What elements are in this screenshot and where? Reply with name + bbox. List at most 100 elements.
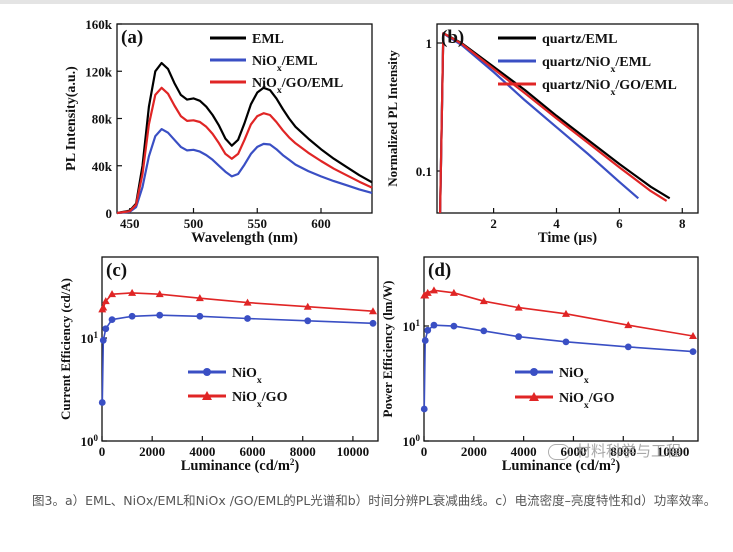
- data-point: [156, 311, 164, 319]
- legend-label: NiOx: [559, 366, 589, 386]
- y-axis-label: Power Efficiency (lm/W): [380, 281, 395, 418]
- y-axis-label: Normalized PL Intensity: [385, 50, 400, 187]
- watermark-text: 材料科学与工程: [576, 442, 682, 460]
- y-tick-label: 40k: [92, 159, 113, 174]
- y-tick-label: 100: [81, 433, 99, 449]
- data-point: [368, 307, 377, 315]
- data-point: [155, 290, 164, 298]
- series-line-1: [101, 292, 374, 312]
- data-point: [562, 338, 570, 346]
- series-line-0: [101, 314, 374, 403]
- data-point: [99, 303, 108, 311]
- series-line-0: [116, 61, 373, 215]
- legend-marker: [530, 368, 538, 376]
- legend-label: NiOx/EML: [252, 54, 318, 74]
- legend-label: EML: [252, 32, 284, 47]
- y-tick-label: 0.1: [416, 164, 432, 179]
- x-tick-label: 10000: [657, 444, 690, 459]
- x-tick-label: 6: [616, 216, 623, 231]
- data-point: [244, 315, 251, 322]
- plot-frame: [116, 23, 373, 214]
- data-point: [128, 312, 136, 320]
- data-point: [689, 332, 698, 340]
- data-point: [195, 294, 204, 302]
- data-point: [196, 312, 204, 320]
- data-point: [424, 326, 432, 334]
- series-line-2: [116, 86, 373, 215]
- data-point: [450, 322, 458, 330]
- watermark: 材料科学与工程: [548, 440, 681, 461]
- data-point: [480, 327, 488, 335]
- y-tick-label: 80k: [92, 112, 113, 127]
- x-tick-label: 4000: [189, 444, 215, 459]
- top-divider: [0, 0, 733, 4]
- data-point: [421, 337, 429, 344]
- plot-frame: [436, 23, 699, 214]
- legend-marker: [529, 392, 539, 401]
- data-point: [479, 297, 488, 305]
- data-point: [429, 286, 438, 294]
- x-tick-label: 0: [99, 444, 106, 459]
- y-axis-label: Current Efficiency (cd/A): [58, 278, 73, 420]
- legend-label: NiOx/GO: [559, 391, 615, 411]
- series-line-2: [439, 32, 668, 214]
- legend-marker: [202, 391, 212, 400]
- x-tick-label: 2000: [139, 444, 165, 459]
- data-point: [128, 288, 137, 296]
- panel-label: (b): [441, 27, 464, 48]
- panel-label: (a): [121, 27, 143, 48]
- panel-label: (d): [428, 260, 451, 281]
- x-tick-label: 2000: [461, 444, 487, 459]
- legend-label: NiOx/GO/EML: [252, 76, 343, 96]
- data-point: [303, 302, 312, 310]
- x-tick-label: 600: [311, 216, 331, 231]
- legend-label: quartz/EML: [542, 32, 617, 47]
- y-tick-label: 160k: [85, 17, 113, 32]
- plot-frame: [101, 256, 379, 442]
- x-tick-label: 8000: [610, 444, 636, 459]
- x-axis-label: Wavelength (nm): [191, 230, 298, 246]
- y-axis-label: PL Intensity(a.u.): [64, 66, 79, 171]
- data-point: [243, 298, 252, 306]
- legend-label: NiOx: [232, 366, 262, 386]
- data-point: [108, 316, 116, 324]
- data-point: [430, 321, 438, 329]
- data-point: [369, 319, 377, 327]
- y-tick-label: 120k: [85, 64, 113, 79]
- x-axis-label: Time (μs): [538, 230, 597, 246]
- y-tick-label: 101: [81, 330, 99, 346]
- data-point: [108, 290, 117, 298]
- data-point: [689, 348, 697, 356]
- y-tick-label: 1: [426, 36, 433, 51]
- data-point: [561, 309, 570, 317]
- x-axis-label: Luminance (cd/m2): [502, 457, 621, 474]
- x-tick-label: 6000: [240, 444, 266, 459]
- data-point: [304, 317, 312, 325]
- data-point: [514, 303, 523, 311]
- legend-marker: [203, 368, 211, 376]
- x-tick-label: 2: [490, 216, 497, 231]
- series-line-1: [424, 289, 694, 337]
- data-point: [420, 405, 428, 413]
- x-tick-label: 10000: [337, 444, 370, 459]
- x-tick-label: 0: [421, 444, 428, 459]
- x-tick-label: 450: [120, 216, 140, 231]
- x-tick-label: 4: [553, 216, 560, 231]
- data-point: [515, 333, 523, 341]
- data-point: [624, 321, 633, 329]
- data-point: [99, 336, 107, 344]
- chart-panel-c: 0 2000 4000 6000 8000 10000 100 101 NiOx NiOx/GO (…: [58, 256, 379, 474]
- x-tick-label: 8000: [290, 444, 316, 459]
- figure-canvas: 450 500 550 600040k80k120k160kEMLNiOx/EMLNi…: [58, 17, 699, 474]
- y-tick-label: 100: [403, 433, 421, 449]
- data-point: [449, 288, 458, 296]
- x-axis-label: Luminance (cd/m2): [181, 457, 300, 474]
- series-line-1: [116, 128, 373, 215]
- legend-label: quartz/NiOx/EML: [542, 55, 651, 75]
- x-tick-label: 500: [184, 216, 204, 231]
- y-tick-label: 101: [403, 318, 421, 334]
- panel-label: (c): [106, 260, 127, 281]
- data-point: [423, 288, 432, 296]
- chart-panel-b: 2 4 6 8 0.1 1 quartz/EML quartz/NiOx/EML quartz/…: [385, 23, 699, 246]
- series-line-0: [423, 324, 694, 410]
